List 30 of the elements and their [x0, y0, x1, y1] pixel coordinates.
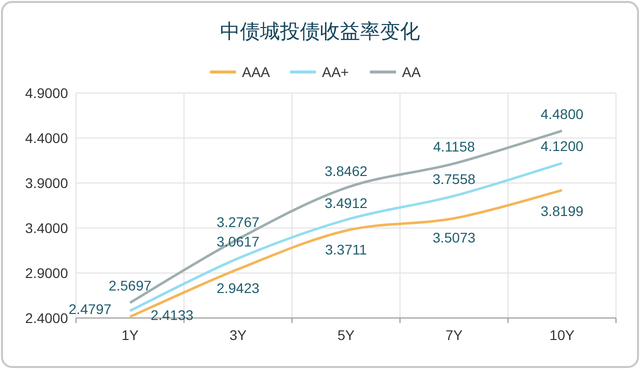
data-label: 4.1158	[433, 138, 476, 155]
y-tick-label: 3.9000	[25, 175, 68, 191]
y-tick-label: 4.4000	[25, 130, 68, 146]
data-label: 2.4797	[68, 300, 112, 317]
data-label: 2.4133	[150, 306, 194, 323]
data-label: 4.4800	[540, 106, 584, 122]
y-tick-label: 2.9000	[25, 265, 68, 281]
data-label: 3.7558	[432, 170, 476, 187]
y-tick-label: 4.9000	[25, 85, 68, 101]
x-tick-label: 5Y	[337, 327, 356, 343]
data-label: 3.4912	[324, 194, 368, 211]
x-tick-label: 1Y	[121, 327, 140, 343]
data-label: 3.5073	[432, 229, 476, 246]
x-tick-label: 10Y	[550, 327, 576, 343]
y-tick-label: 2.4000	[25, 310, 68, 326]
legend-label: AAA	[242, 64, 271, 80]
x-tick-label: 3Y	[229, 327, 248, 343]
data-label: 3.8199	[540, 203, 584, 220]
data-label: 3.0617	[216, 233, 260, 250]
legend-label: AA	[402, 64, 422, 80]
data-label: 2.9423	[216, 280, 260, 296]
y-tick-label: 3.4000	[25, 220, 68, 236]
data-label: 3.3711	[325, 242, 368, 258]
data-label: 3.2767	[216, 214, 260, 230]
data-label: 3.8462	[324, 162, 368, 179]
data-label: 4.1200	[540, 138, 584, 154]
data-label: 2.5697	[108, 278, 152, 294]
chart-title: 中债城投债收益率变化	[220, 21, 420, 43]
x-tick-label: 7Y	[445, 327, 464, 343]
legend-label: AA+	[322, 64, 349, 80]
